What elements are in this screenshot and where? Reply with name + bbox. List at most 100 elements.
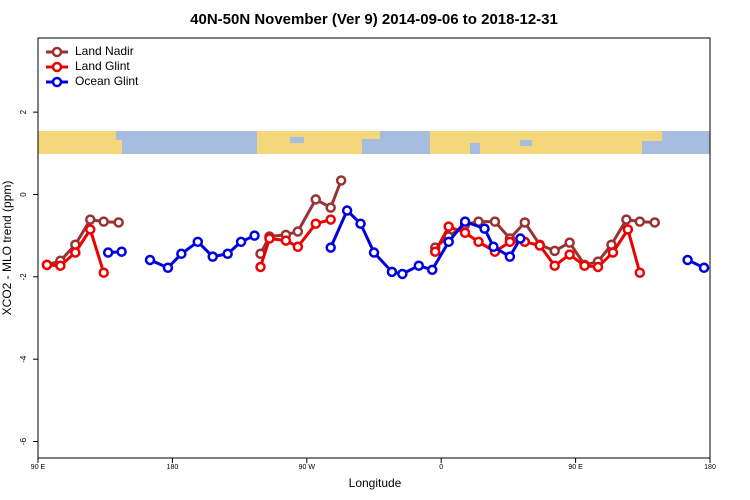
land-band (362, 131, 380, 139)
x-tick-label: 90 E (568, 464, 583, 471)
series-line (108, 209, 705, 276)
x-tick-label: 90 E (31, 464, 46, 471)
data-point (592, 261, 604, 273)
data-point (413, 260, 425, 271)
data-point (207, 251, 218, 262)
plot-frame (37, 37, 711, 459)
data-point (443, 221, 454, 232)
data-point (564, 237, 575, 248)
x-tick-label: 180 (167, 464, 179, 471)
data-point (489, 216, 501, 227)
data-point (355, 218, 366, 229)
sea (470, 143, 480, 154)
data-point (549, 260, 560, 271)
data-point (113, 217, 124, 228)
data-point (70, 247, 81, 258)
data-point (397, 268, 408, 280)
y-axis-label: XCO2 - MLO trend (ppm) (0, 181, 14, 316)
chart-title: 40N-50N November (Ver 9) 2014-09-06 to 2… (190, 11, 558, 28)
data-point (459, 227, 471, 239)
x-axis-label: Longitude (349, 476, 402, 490)
series-line (46, 179, 655, 267)
legend-marker (51, 46, 63, 58)
data-point (325, 214, 336, 225)
data-point (192, 236, 204, 248)
data-point (41, 259, 53, 271)
data-point (534, 240, 546, 251)
data-point (310, 194, 322, 205)
data-point (249, 230, 260, 241)
land-band (38, 131, 116, 154)
data-point (634, 216, 646, 227)
data-point (519, 217, 531, 228)
data-point (98, 267, 109, 278)
x-tick-label: 0 (439, 464, 443, 471)
data-point (682, 254, 693, 266)
data-point (116, 246, 127, 257)
data-point (55, 260, 66, 271)
data-point (292, 241, 304, 253)
data-point (504, 236, 516, 248)
data-point (549, 245, 560, 257)
data-point (386, 266, 398, 278)
data-point (473, 236, 484, 248)
data-point (479, 223, 490, 234)
data-point (621, 214, 632, 225)
data-point (144, 254, 156, 266)
series (102, 205, 710, 280)
data-point (564, 249, 575, 260)
data-point (443, 236, 454, 248)
land-band (257, 131, 362, 154)
data-point (504, 251, 516, 262)
land-band (430, 131, 642, 154)
data-point (235, 236, 247, 248)
y-tick-label: 2 (19, 109, 28, 114)
data-point (368, 247, 380, 258)
data-point (335, 175, 347, 186)
x-tick-label: 90 W (299, 464, 316, 471)
data-point (292, 226, 304, 237)
x-tick-label: 180 (704, 464, 716, 471)
data-point (255, 261, 266, 273)
data-point (98, 216, 109, 227)
sea (520, 140, 532, 146)
data-point (622, 224, 634, 235)
data-point (698, 262, 710, 274)
data-point (325, 202, 336, 213)
data-point (426, 264, 438, 276)
data-point (102, 247, 114, 258)
data-point (325, 242, 336, 253)
legend-label: Ocean Glint (75, 74, 139, 88)
data-point (222, 248, 233, 260)
legend-label: Land Nadir (75, 44, 134, 58)
data-point (310, 218, 322, 229)
data-point (85, 214, 96, 225)
map-strip (38, 131, 710, 154)
data-point (488, 241, 499, 253)
data-point (162, 262, 174, 274)
y-tick-label: -6 (19, 437, 28, 445)
data-point (459, 216, 471, 227)
y-tick-label: 0 (19, 192, 28, 197)
data-point (607, 247, 619, 258)
land-band (116, 140, 122, 154)
lake (290, 137, 304, 143)
data-point (515, 233, 526, 244)
data-point (280, 235, 292, 246)
data-point (264, 233, 275, 244)
series (41, 214, 646, 278)
y-tick-label: -2 (19, 273, 28, 281)
land-band (642, 131, 662, 141)
legend-marker (51, 76, 63, 88)
legend-label: Land Glint (75, 59, 130, 73)
data-point (579, 260, 590, 271)
data-point (341, 205, 353, 216)
data-point (85, 224, 96, 235)
data-point (429, 246, 441, 257)
data-point (176, 248, 187, 260)
data-point (649, 217, 660, 228)
data-point (634, 267, 646, 278)
legend-marker (51, 61, 63, 73)
y-tick-label: -4 (19, 355, 28, 363)
